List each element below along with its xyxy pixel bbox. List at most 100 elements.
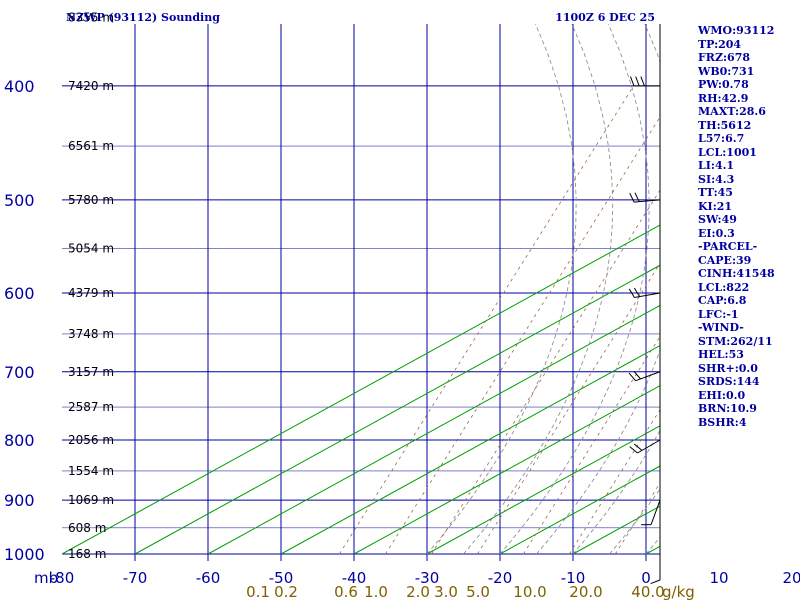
height-label: 5780 m [68,193,114,207]
pressure-label: 900 [4,491,35,510]
pressure-label: 800 [4,431,35,450]
mixing-ratio-label: 0.2 [274,583,298,600]
wind-barb-feather [640,76,645,87]
wind-barb-shaft [634,292,661,299]
chart-adiabats [62,0,800,555]
pressure-label: 400 [4,77,35,96]
wind-barb-feather [650,579,661,585]
chart-time: 1100Z 6 DEC 25 [555,11,655,24]
moist-adiabat [499,24,650,555]
mixing-ratio-label: 40.0 [631,583,664,600]
index-item: SW:49 [698,213,737,226]
height-label: 1554 m [68,464,114,478]
index-item: LCL:1001 [698,145,757,159]
temperature-label: -30 [415,569,440,587]
dry-adiabat [426,425,660,555]
index-item: TP:204 [698,37,742,51]
height-label: 7420 m [68,79,114,93]
mixing-ratio-label: 2.0 [406,583,430,600]
index-item: KI:21 [698,199,733,213]
wind-barb-feather [634,192,640,202]
wind-barb [650,554,661,585]
wind-barb-feather [635,76,640,87]
index-item: BSHR:4 [698,415,747,429]
dry-adiabat [62,224,660,555]
pressure-label: 600 [4,284,35,303]
index-item: HEL:53 [698,348,744,361]
index-item: LFC:-1 [698,307,739,321]
mixing-ratio-label: 1.0 [364,583,388,600]
index-item: -WIND- [698,321,744,334]
index-item: CINH:41548 [698,267,775,280]
dry-adiabat [353,385,660,555]
height-label: 168 m [68,547,106,561]
mixing-ratio-label: 20.0 [569,583,602,600]
index-item: STM:262/11 [698,334,773,348]
index-item: FRZ:678 [698,51,751,64]
temperature-label: -10 [561,569,586,587]
pressure-unit: mb [34,569,58,587]
wind-barb-shaft [634,199,661,203]
wind-barb-shaft [635,371,661,382]
chart-labels: 1002003004005006007008009001000mb-80-70-… [4,11,800,600]
index-item: PW:0.78 [698,78,749,91]
moist-adiabat [774,0,800,554]
wind-barb-feather [629,192,635,203]
index-item: EI:0.3 [698,226,735,240]
wind-barb-feather [633,443,643,451]
height-label: 1069 m [68,493,114,507]
wind-barb-shaft [637,439,661,454]
height-label: 5054 m [68,242,114,256]
index-item: WB0:731 [698,64,755,78]
index-item: MAXT:28.6 [698,105,766,118]
wind-barb [641,500,661,526]
index-item: SRDS:144 [698,375,760,388]
index-item: EHI:0.0 [698,388,746,402]
dry-adiabat [207,304,660,555]
temperature-label: -70 [123,569,148,587]
chart-title: NZWP (93112) Sounding [66,11,220,24]
wind-barb-feather [628,372,636,381]
height-label: 6561 m [68,139,114,153]
mixing-ratio-line [385,116,660,555]
wind-barb [628,287,661,299]
wind-barb-feather [628,288,635,298]
wind-barb-feather [633,287,640,297]
temperature-label: 20 [782,569,800,587]
dry-adiabat [134,264,660,555]
temperature-label: -50 [269,569,294,587]
moist-adiabat [572,429,660,555]
wind-profile [628,24,661,585]
pressure-label: 1000 [4,545,45,564]
wind-barb [629,439,661,454]
index-item: CAPE:39 [698,253,752,267]
wind-barb [629,192,661,203]
wind-barb-feather [629,446,638,454]
moist-adiabat [536,24,660,555]
temperature-label: -80 [50,569,75,587]
dry-adiabat [499,465,660,555]
temperature-label: -40 [342,569,367,587]
pressure-label: 500 [4,191,35,210]
temperature-label: 0 [641,569,651,587]
mixing-ratio-line [477,262,660,555]
wind-barb [629,76,660,87]
wind-barb-feather [633,370,641,380]
height-label: 2587 m [68,400,114,414]
index-item: SI:4.3 [698,172,735,186]
mixing-ratio-label: 3.0 [434,583,458,600]
height-label: 2056 m [68,433,114,447]
index-item: -PARCEL- [698,240,758,253]
mixing-ratio-label: 5.0 [466,583,490,600]
temperature-label: 10 [709,569,728,587]
height-label: 8355 m [68,11,114,25]
height-label: 3157 m [68,365,114,379]
mixing-ratio-label: 0.1 [246,583,270,600]
mixing-ratio-label: 10.0 [513,583,546,600]
chart-grid [62,24,660,561]
mixing-ratio-label: 0.6 [334,583,358,600]
moist-adiabat [463,24,614,555]
temperature-label: -20 [488,569,513,587]
mixing-ratio-line [614,482,660,555]
